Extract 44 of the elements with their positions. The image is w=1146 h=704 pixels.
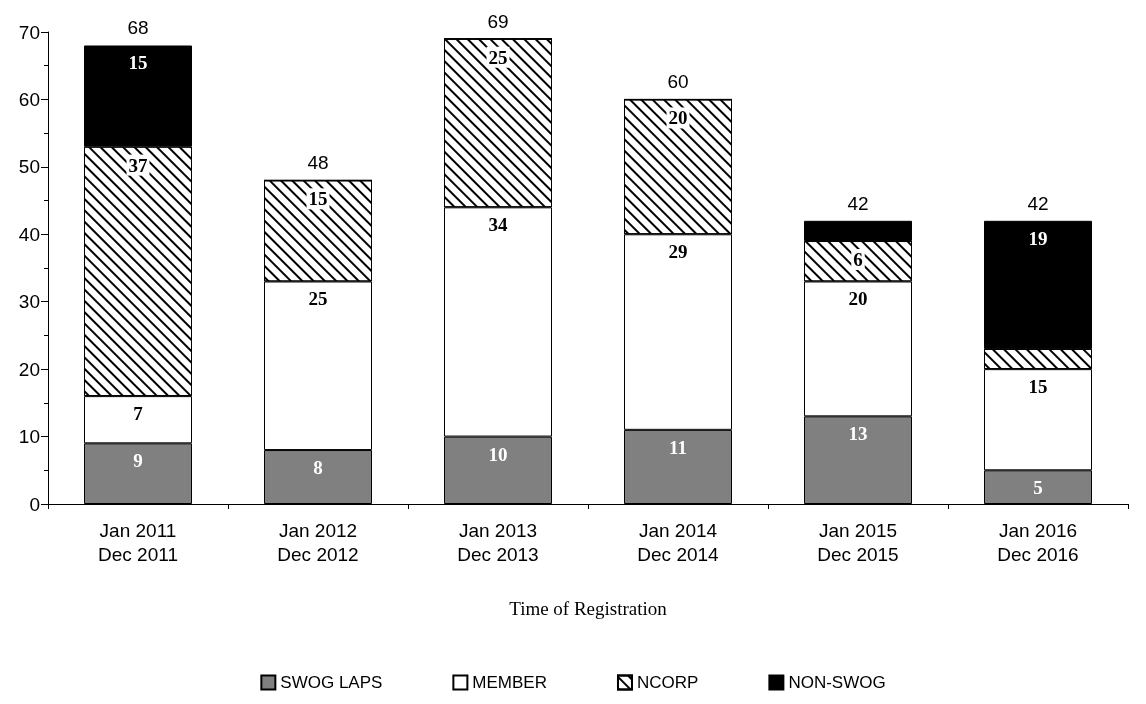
x-tick-label: Jan 2015 Dec 2015 — [817, 519, 899, 565]
data-label: 29 — [668, 241, 688, 263]
y-tick-label: 70 — [18, 21, 40, 43]
data-label: 8 — [313, 457, 323, 479]
data-label: 15 — [308, 188, 328, 210]
x-tick-label: Jan 2016 Dec 2016 — [997, 519, 1079, 565]
total-label: 48 — [307, 152, 329, 174]
x-tick-label: Jan 2013 Dec 2013 — [457, 519, 539, 565]
x-tick-label: Jan 2014 Dec 2014 — [637, 519, 720, 565]
legend-label: SWOG LAPS — [280, 673, 383, 692]
data-label: 6 — [853, 249, 863, 271]
x-tick-label: Jan 2012 Dec 2012 — [277, 519, 359, 565]
y-tick-label: 20 — [18, 358, 40, 380]
y-tick-label: 0 — [29, 493, 40, 515]
y-tick-label: 50 — [18, 156, 40, 178]
y-tick-label: 10 — [18, 426, 40, 448]
data-label: 37 — [128, 154, 148, 176]
data-label: 10 — [488, 443, 508, 465]
legend-label: MEMBER — [472, 673, 547, 692]
y-tick-label: 60 — [18, 88, 40, 110]
data-label: 7 — [133, 403, 144, 425]
total-label: 68 — [127, 17, 149, 39]
data-label: 19 — [1028, 227, 1048, 249]
data-label: 15 — [128, 52, 148, 74]
data-label: 9 — [133, 450, 143, 472]
data-label: 5 — [1033, 477, 1043, 499]
data-label: 20 — [848, 288, 868, 310]
x-axis-title: Time of Registration — [509, 598, 668, 619]
legend-label: NON-SWOG — [788, 673, 886, 692]
total-label: 60 — [667, 71, 689, 93]
data-label: 13 — [848, 423, 868, 445]
legend-label: NCORP — [636, 673, 699, 692]
y-tick-label: 30 — [18, 291, 40, 313]
data-label: 25 — [308, 288, 328, 310]
total-label: 42 — [1027, 192, 1049, 214]
data-label: 11 — [669, 436, 687, 458]
total-label: 69 — [487, 10, 509, 32]
data-label: 15 — [1028, 376, 1048, 398]
x-tick-label: Jan 2011 Dec 2011 — [98, 519, 178, 565]
data-label: 20 — [668, 107, 688, 129]
total-label: 42 — [847, 192, 869, 214]
data-label: 25 — [488, 46, 508, 68]
data-label: 34 — [488, 214, 508, 236]
y-tick-label: 40 — [18, 223, 40, 245]
